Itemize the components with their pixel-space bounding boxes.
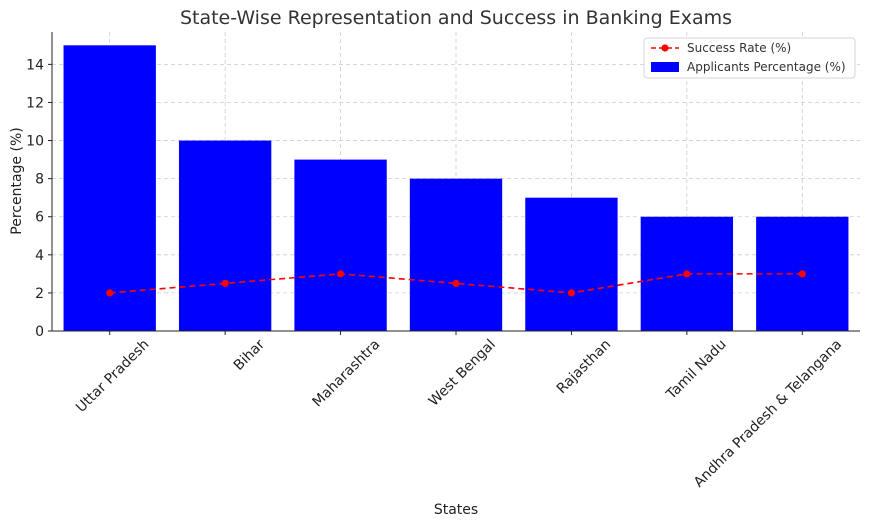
legend-box xyxy=(643,37,856,79)
y-tick-label: 14 xyxy=(26,57,44,73)
x-axis-label: States xyxy=(434,502,478,518)
chart-title: State-Wise Representation and Success in… xyxy=(180,7,732,29)
x-tick-label: Rajasthan xyxy=(554,337,615,398)
y-axis-label: Percentage (%) xyxy=(9,127,25,234)
bar xyxy=(525,197,618,331)
success-rate-point xyxy=(683,270,691,278)
x-tick-label: West Bengal xyxy=(426,337,499,410)
bar xyxy=(409,178,503,331)
x-tick-label: Uttar Pradesh xyxy=(73,337,152,416)
legend: Success Rate (%) Applicants Percentage (%… xyxy=(643,37,856,79)
success-rate-point xyxy=(452,279,460,287)
bar xyxy=(178,140,272,331)
y-tick-label: 0 xyxy=(35,324,44,340)
success-rate-point xyxy=(798,270,806,278)
y-tick-label: 6 xyxy=(35,210,44,226)
x-tick-label: Bihar xyxy=(231,336,268,373)
y-tick-label: 10 xyxy=(26,134,44,150)
legend-label-applicants: Applicants Percentage (%) xyxy=(687,60,846,74)
y-tick-label: 2 xyxy=(35,286,44,302)
bars xyxy=(63,45,849,332)
bar xyxy=(63,45,156,332)
legend-marker-success-rate xyxy=(661,44,669,52)
success-rate-point xyxy=(221,279,229,287)
legend-swatch-applicants xyxy=(651,62,679,72)
bar xyxy=(294,159,387,331)
y-tick-label: 8 xyxy=(35,172,44,188)
y-tick-label: 4 xyxy=(35,248,44,264)
x-tick-label: Maharashtra xyxy=(310,337,384,411)
success-rate-point xyxy=(567,289,576,297)
y-tick-label: 12 xyxy=(26,95,44,111)
x-tick-label: Tamil Nadu xyxy=(663,337,730,404)
success-rate-point xyxy=(336,270,345,278)
success-rate-point xyxy=(106,289,114,297)
success-rate-line xyxy=(106,270,806,297)
legend-label-success-rate: Success Rate (%) xyxy=(687,41,791,55)
